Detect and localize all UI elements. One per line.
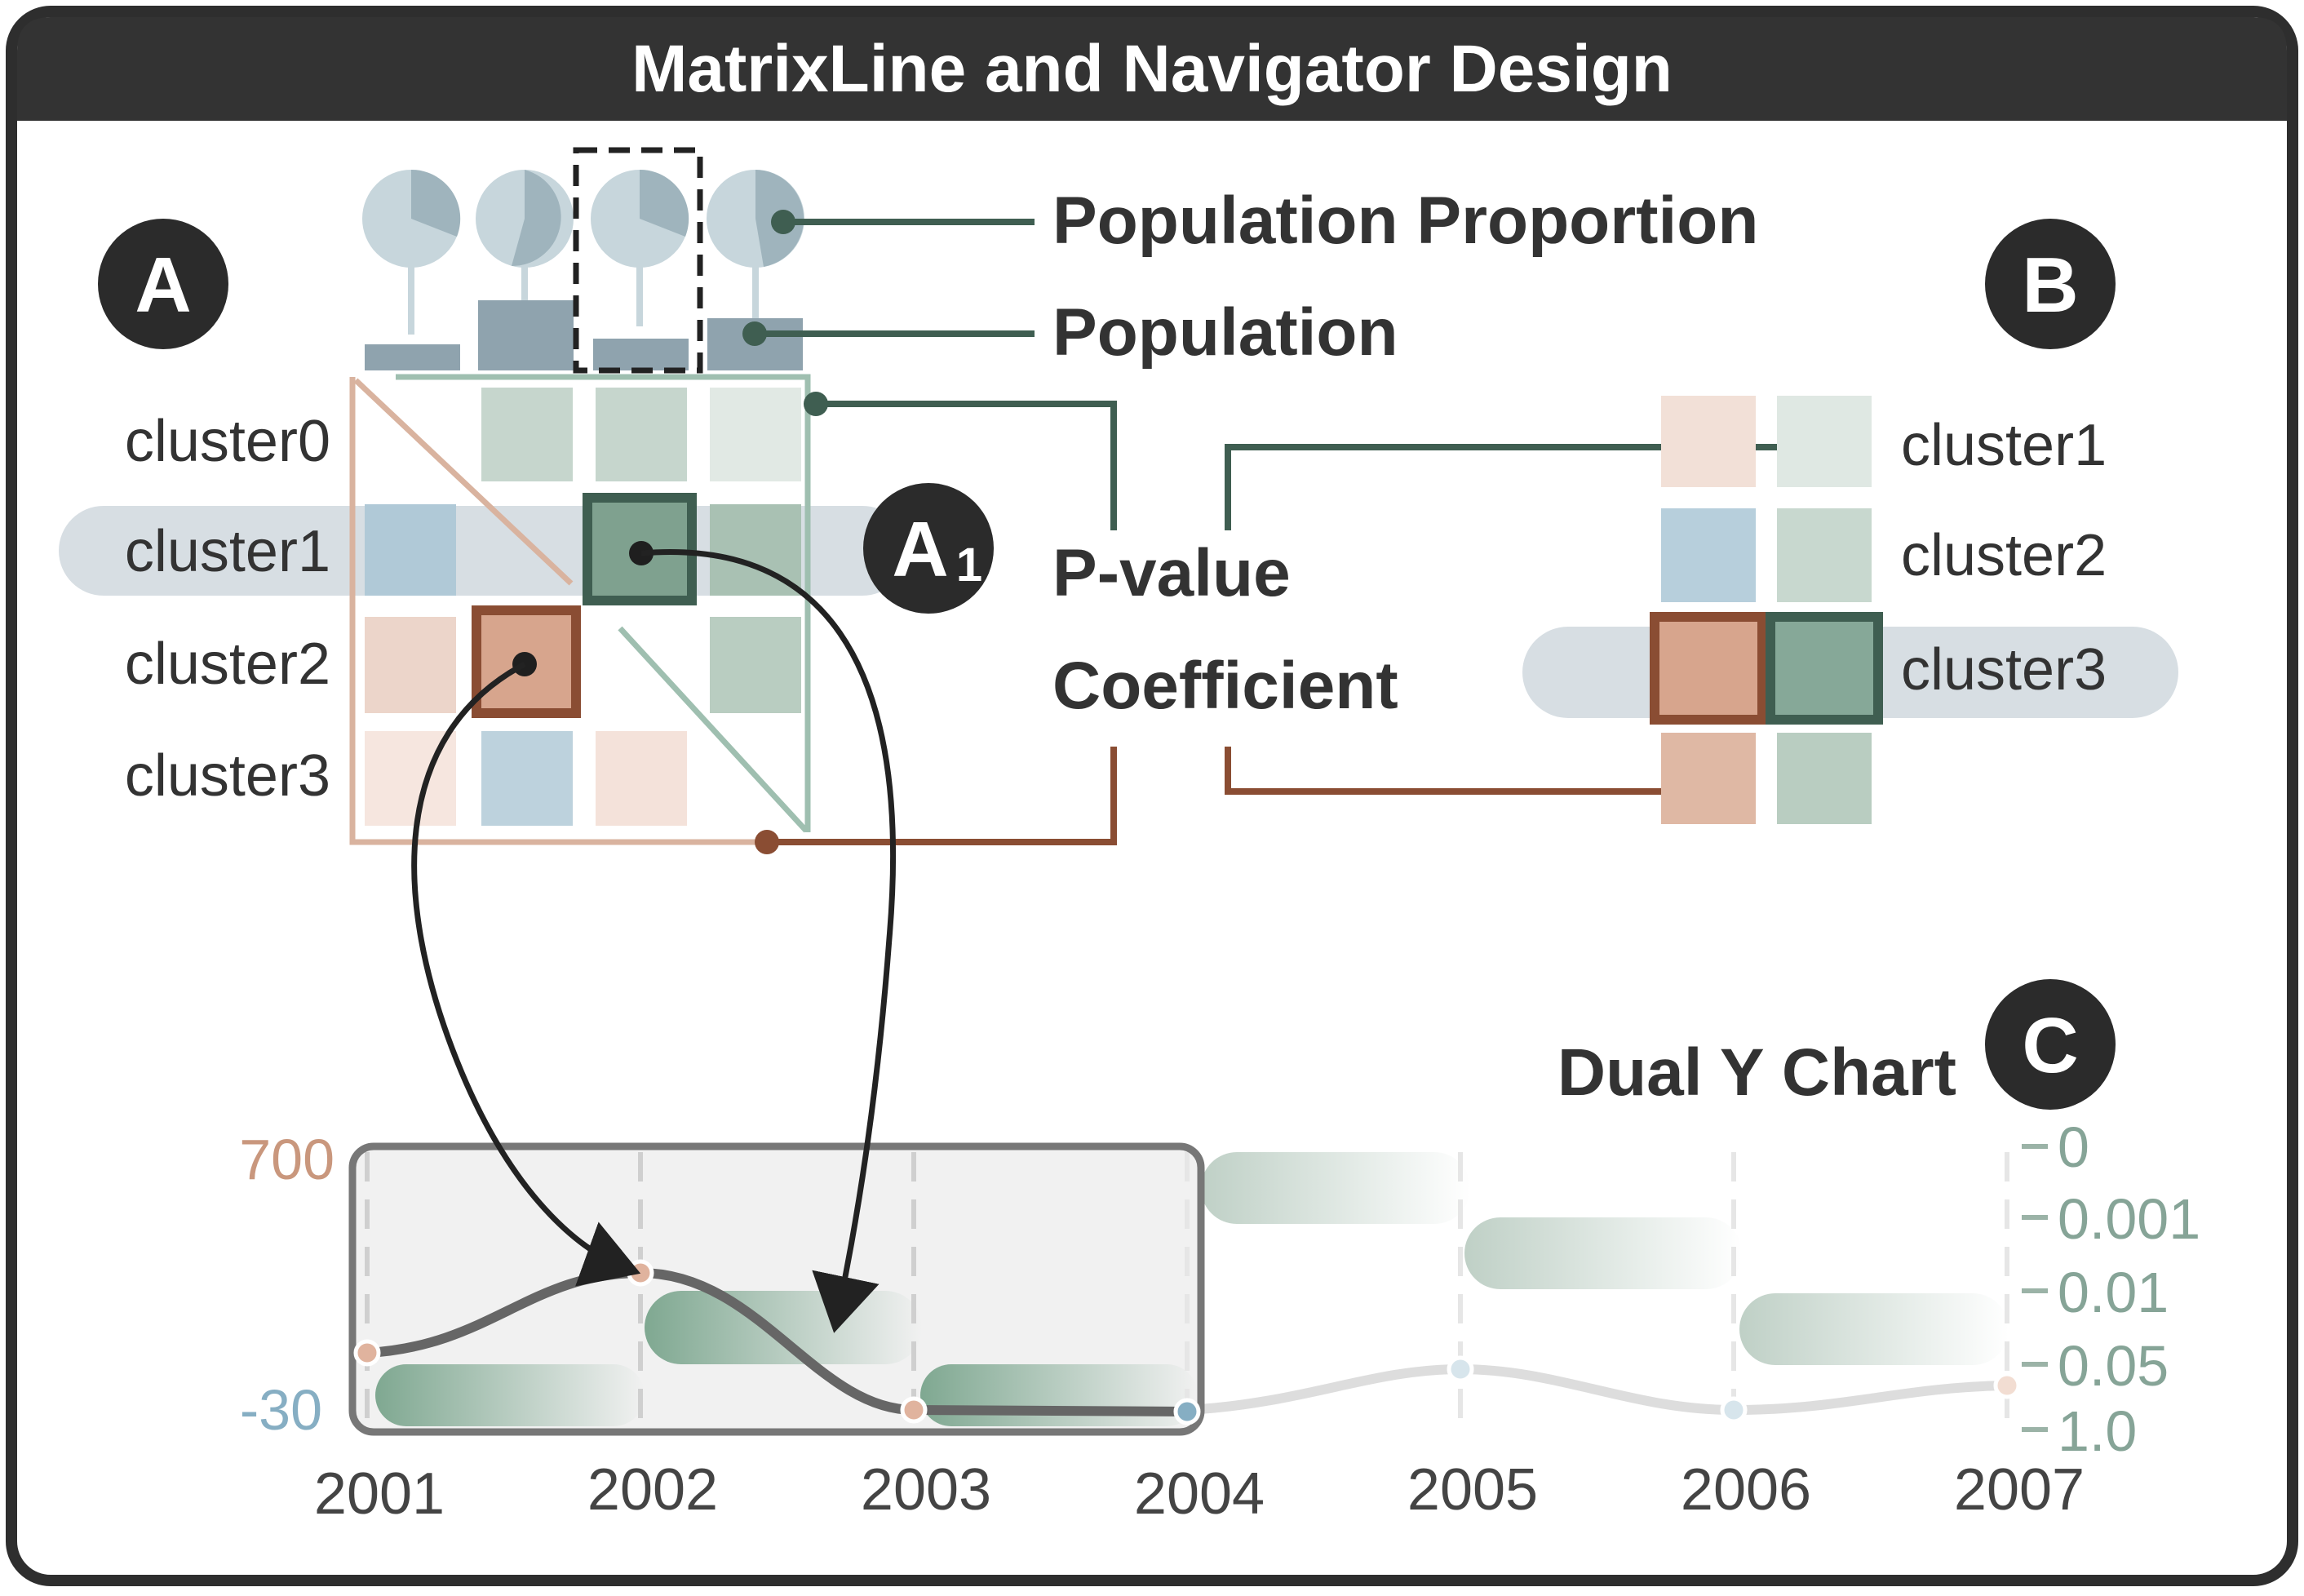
badge-c-label: C <box>2022 1002 2078 1089</box>
year-2006: 2006 <box>1681 1457 1811 1523</box>
connector-coefficient-b <box>1225 747 1707 795</box>
badge-a-label: A <box>135 242 191 329</box>
matrix-a: cluster0 cluster1 cluster2 cluster3 <box>59 374 907 845</box>
matrix-a-row-cluster0: cluster0 <box>125 409 330 474</box>
year-highlight-dashed <box>573 147 703 374</box>
arrow-pvalue-to-bar <box>640 549 897 1333</box>
dual-chart: 0 0.001 0.01 0.05 1.0 700 -30 2001 2002 … <box>239 1115 2200 1527</box>
arrow-coefficient-to-line <box>411 661 641 1287</box>
badge-a <box>98 219 228 349</box>
connector-coefficient-a <box>767 747 1117 845</box>
right-axis-tick-3: 0.05 <box>2058 1334 2169 1398</box>
left-axis-min: -30 <box>240 1378 322 1442</box>
matrix-b-highlight-pvalue <box>1766 612 1883 725</box>
year-2004: 2004 <box>1134 1461 1265 1527</box>
navigator-window[interactable] <box>348 1142 1205 1436</box>
matrix-b-highlight-coefficient <box>1650 612 1767 725</box>
pie-2002 <box>476 170 574 268</box>
year-2002: 2002 <box>587 1457 718 1523</box>
pie-2001 <box>362 169 461 268</box>
pie-2003 <box>591 169 689 268</box>
connector-pvalue-b <box>1225 444 1824 530</box>
matrix-b: cluster1 cluster2 cluster3 <box>1522 396 2178 824</box>
year-2005: 2005 <box>1407 1457 1538 1523</box>
title-bar <box>17 17 2287 121</box>
matrix-a-row-cluster1: cluster1 <box>125 519 330 584</box>
population-proportion-pies <box>362 169 804 335</box>
legend-coefficient: Coefficient <box>1052 649 1398 723</box>
legend-population: Population <box>1052 295 1398 370</box>
connector-pvalue-a <box>816 401 1117 530</box>
right-axis-tick-2: 0.01 <box>2058 1261 2169 1324</box>
dual-chart-title: Dual Y Chart <box>1557 1035 1956 1110</box>
matrix-b-row-cluster2: cluster2 <box>1901 523 2107 588</box>
badge-a1-label: A <box>892 506 948 593</box>
badge-b <box>1985 219 2116 349</box>
right-axis-tick-1: 0.001 <box>2058 1187 2200 1251</box>
matrix-a-row-cluster3: cluster3 <box>125 743 330 809</box>
right-axis-tick-4: 1.0 <box>2058 1399 2137 1463</box>
badge-b-label: B <box>2022 242 2078 329</box>
year-2001: 2001 <box>314 1461 445 1527</box>
population-bars <box>365 300 803 370</box>
badge-c <box>1985 979 2116 1110</box>
legend-p-value: P-value <box>1052 536 1291 610</box>
legend-population-proportion: Population Proportion <box>1052 184 1758 258</box>
matrix-b-row-cluster3: cluster3 <box>1901 637 2107 703</box>
left-axis-max: 700 <box>239 1128 335 1191</box>
matrix-a-row-cluster2: cluster2 <box>125 632 330 697</box>
right-axis-tick-0: 0 <box>2058 1115 2089 1179</box>
navigator-window-bg <box>352 1146 1201 1432</box>
year-2007: 2007 <box>1954 1457 2085 1523</box>
matrix-b-row-cluster1: cluster1 <box>1901 413 2107 478</box>
badge-a1-subscript: 1 <box>956 539 982 592</box>
figure-title: MatrixLine and Navigator Design <box>631 32 1673 106</box>
year-2003: 2003 <box>861 1457 991 1523</box>
badge-a1 <box>863 483 994 614</box>
